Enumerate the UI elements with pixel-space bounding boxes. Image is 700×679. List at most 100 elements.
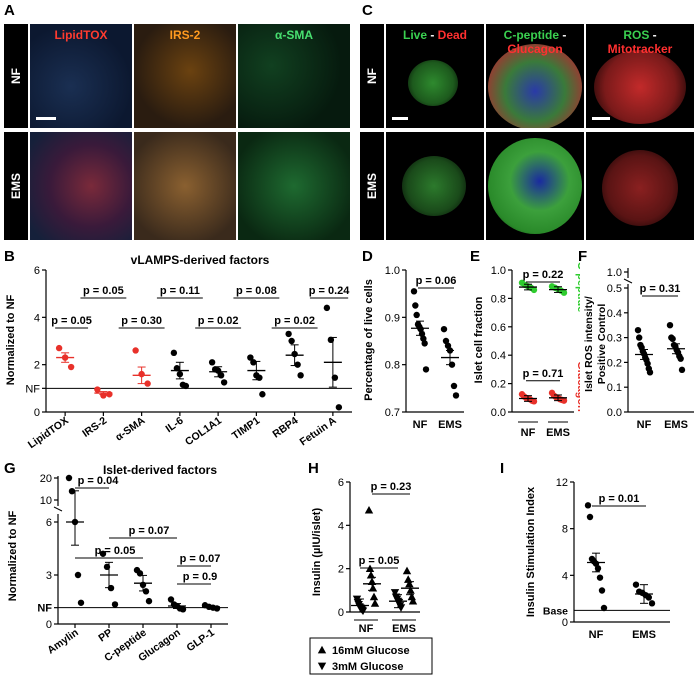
chart-i: Insulin Stimulation Index 0 4 8 12 Base NF EMS p… bbox=[525, 477, 670, 641]
data-point-1 bbox=[370, 599, 380, 607]
p-value-1: p = 0.71 bbox=[523, 368, 564, 380]
data-point bbox=[644, 360, 651, 367]
islet-blob bbox=[602, 150, 678, 226]
chart-title: Islet-derived factors bbox=[103, 463, 217, 477]
data-point bbox=[145, 597, 153, 605]
data-point bbox=[412, 302, 419, 309]
b-tick-label-2: 2 bbox=[34, 360, 40, 372]
data-point bbox=[67, 363, 75, 371]
data-point bbox=[247, 354, 254, 361]
e-tick-label-2: 0.4 bbox=[491, 350, 506, 362]
data-point-1 bbox=[369, 592, 379, 601]
panel-letter-e: E bbox=[470, 248, 481, 265]
p-value-2: p = 0.30 bbox=[121, 315, 162, 327]
x-tick-label-1: EMS bbox=[546, 427, 570, 439]
axis-break-mark bbox=[623, 278, 633, 284]
y-axis-label-2: Positive Control bbox=[596, 304, 608, 385]
series-label-cpeptide: C-peptide bbox=[575, 262, 580, 313]
data-point bbox=[170, 349, 178, 357]
b-tick-label-3: 4 bbox=[34, 312, 40, 324]
micrograph-c-cpeptide-nf: C-peptide - Glucagon bbox=[486, 24, 584, 128]
micrograph-c-ros-nf: ROS - Mitotracker bbox=[586, 24, 694, 128]
p-value-0: p = 0.22 bbox=[523, 269, 564, 281]
data-point bbox=[55, 344, 63, 352]
b-tick-label-0: 0 bbox=[34, 407, 40, 419]
data-point bbox=[648, 600, 656, 607]
data-point-1 bbox=[407, 592, 416, 601]
chart-h: Insulin (µIU/islet) 0 2 4 6 NF EMS p = 0.23 p = … bbox=[309, 477, 433, 675]
scale-bar bbox=[592, 117, 610, 120]
data-point bbox=[666, 322, 674, 329]
data-point bbox=[250, 359, 257, 366]
x-tick-label-1: EMS bbox=[632, 629, 656, 641]
f-tick-label-4: 0.4 bbox=[607, 308, 622, 320]
f-tick-label-0: 0.0 bbox=[607, 407, 622, 419]
data-point bbox=[99, 550, 107, 557]
chart-g: Islet-derived factors Normalized to NF 0 NF… bbox=[7, 463, 228, 664]
row-label-ems-c: EMS bbox=[360, 132, 384, 240]
d-tick-label-1: 0.8 bbox=[385, 360, 400, 372]
x-tick-label-1: EMS bbox=[392, 623, 416, 635]
legend-box bbox=[309, 637, 433, 675]
h-tick-label-1: 2 bbox=[338, 564, 344, 576]
islet-blob bbox=[488, 138, 582, 234]
chart-e: Islet cell fraction 0.0 0.2 0.4 0.6 0.8 1.0 NF E… bbox=[473, 262, 580, 439]
data-point bbox=[646, 369, 654, 376]
d-tick-label-0: 0.7 bbox=[385, 407, 400, 419]
panel-letter-d: D bbox=[362, 248, 373, 265]
data-point bbox=[65, 474, 73, 482]
x-tick-label-1: EMS bbox=[438, 419, 462, 431]
p-value-6: p = 0.02 bbox=[274, 315, 315, 327]
data-point bbox=[440, 325, 448, 333]
chart-f: Islet ROS intensity/Positive Control 0.0 0… bbox=[583, 267, 694, 431]
x-tick-label-1: PP bbox=[96, 627, 114, 645]
d-tick-label-3: 1.0 bbox=[385, 265, 400, 277]
data-point-1 bbox=[404, 575, 413, 583]
data-point bbox=[77, 599, 85, 606]
stain-label-sma: α-SMA bbox=[274, 28, 314, 42]
data-point bbox=[111, 601, 119, 608]
data-point-1 bbox=[364, 505, 374, 514]
y-axis-label: Islet cell fraction bbox=[473, 296, 485, 383]
e-tick-label-5: 1.0 bbox=[491, 265, 506, 277]
panel-letter-c: C bbox=[362, 2, 373, 19]
x-tick-label-0: NF bbox=[637, 419, 652, 431]
e-tick-label-0: 0.0 bbox=[491, 407, 506, 419]
y-axis-label-1: Islet ROS intensity/ bbox=[583, 296, 595, 392]
micrograph-a-irs2-ems bbox=[134, 132, 236, 240]
panel-letter-f: F bbox=[578, 248, 588, 265]
micrograph-a-sma-nf: α-SMA bbox=[238, 24, 350, 128]
x-tick-label-4: COL1A1 bbox=[183, 415, 224, 449]
p-value-3: p = 0.9 bbox=[183, 571, 218, 583]
p-value: p = 0.06 bbox=[416, 275, 457, 287]
data-point bbox=[294, 361, 301, 368]
x-tick-label-0: NF bbox=[521, 427, 536, 439]
f-tick-label-2: 0.2 bbox=[607, 357, 622, 369]
x-tick-label-1: EMS bbox=[664, 419, 688, 431]
data-point bbox=[217, 372, 225, 379]
data-point bbox=[288, 337, 295, 345]
islet-blob bbox=[408, 60, 458, 106]
data-point bbox=[410, 288, 418, 295]
data-point-0 bbox=[358, 607, 368, 616]
x-tick-label-3: IL-6 bbox=[163, 415, 185, 436]
panel-letter-g: G bbox=[4, 460, 16, 477]
data-point bbox=[94, 386, 101, 393]
p-value-3: p = 0.11 bbox=[160, 285, 200, 297]
data-point bbox=[600, 604, 608, 612]
scale-bar bbox=[392, 117, 408, 120]
data-point bbox=[144, 380, 151, 387]
data-point bbox=[598, 587, 606, 594]
data-point bbox=[179, 606, 187, 613]
data-point-0 bbox=[560, 289, 568, 296]
scale-bar bbox=[36, 117, 56, 120]
data-point bbox=[678, 366, 686, 374]
data-point bbox=[636, 334, 643, 341]
data-point-0 bbox=[530, 286, 538, 294]
chart-b: vLAMPS-derived factors Normalized to NF 0 N… bbox=[5, 253, 352, 451]
data-point bbox=[220, 379, 228, 386]
stain-label-ros-mitotracker: ROS - Mitotracker bbox=[607, 28, 673, 56]
data-point bbox=[669, 335, 676, 343]
p-value-5: p = 0.08 bbox=[236, 285, 277, 297]
y-axis-label: Normalized to NF bbox=[7, 510, 19, 601]
